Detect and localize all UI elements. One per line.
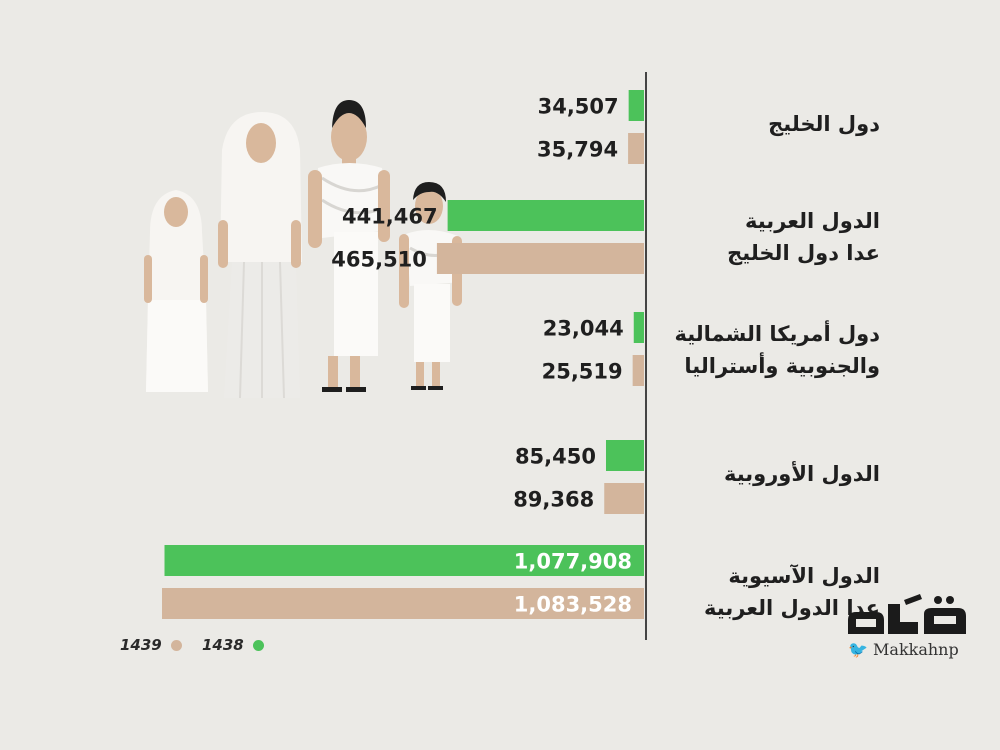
bar-1438-2 xyxy=(633,312,644,343)
value-label-1439-4: 1,083,528 xyxy=(514,593,632,617)
category-label-line: الدول الأوروبية xyxy=(723,462,880,486)
category-label-line: عدا دول الخليج xyxy=(727,241,880,265)
man-figure xyxy=(308,100,390,392)
category-label-2: دول أمريكا الشمالية والجنوبية وأستراليا xyxy=(674,318,880,382)
category-label-line: دول الخليج xyxy=(768,112,880,136)
category-label-3: الدول الأوروبية xyxy=(724,458,880,490)
value-label-1438-2: 23,044 xyxy=(543,317,624,341)
value-label-1439-3: 89,368 xyxy=(513,488,594,512)
bar-1438-1 xyxy=(447,200,644,231)
bar-1439-3 xyxy=(604,483,644,514)
category-label-1: الدول العربية عدا دول الخليج xyxy=(727,205,880,269)
category-label-line: دول أمريكا الشمالية xyxy=(674,322,880,346)
value-label-1439-0: 35,794 xyxy=(537,138,618,162)
bars-group: 34,507 441,467 23,044 85,450 1,077,908 35,794… xyxy=(162,90,645,619)
category-label-line: والجنوبية وأستراليا xyxy=(684,354,880,378)
bar-1439-1 xyxy=(436,243,644,274)
twitter-bird-icon: 🐦 xyxy=(848,640,868,659)
twitter-handle-text: Makkahnp xyxy=(873,640,959,659)
legend-item-1439: 1439 xyxy=(120,636,182,654)
value-label-1438-0: 34,507 xyxy=(538,95,619,119)
bar-1439-0 xyxy=(628,133,644,164)
woman-figure xyxy=(218,112,302,399)
bar-1438-0 xyxy=(628,90,644,121)
legend-label-1439: 1439 xyxy=(120,636,162,654)
category-label-0: دول الخليج xyxy=(768,108,880,140)
value-label-1438-3: 85,450 xyxy=(515,445,596,469)
category-label-4: الدول الآسيوية عدا الدول العربية xyxy=(704,560,880,624)
bar-1438-4 xyxy=(164,545,645,576)
girl-figure xyxy=(144,190,208,392)
makkah-logo xyxy=(848,594,966,634)
bar-1439-2 xyxy=(632,355,644,386)
value-label-1439-1: 465,510 xyxy=(331,248,427,272)
category-label-line: الدول الآسيوية xyxy=(728,564,880,588)
twitter-handle[interactable]: 🐦 Makkahnp xyxy=(848,640,959,659)
value-label-1438-4: 1,077,908 xyxy=(514,550,632,574)
value-label-1439-2: 25,519 xyxy=(542,360,623,384)
legend-label-1438: 1438 xyxy=(202,636,244,654)
legend-item-1438: 1438 xyxy=(202,636,264,654)
legend-dot-1439 xyxy=(170,640,182,651)
value-label-1438-1: 441,467 xyxy=(342,205,438,229)
bar-1439-4 xyxy=(162,588,644,619)
bar-1438-3 xyxy=(605,440,644,471)
category-label-line: الدول العربية xyxy=(745,209,880,233)
legend-dot-1438 xyxy=(252,640,264,651)
